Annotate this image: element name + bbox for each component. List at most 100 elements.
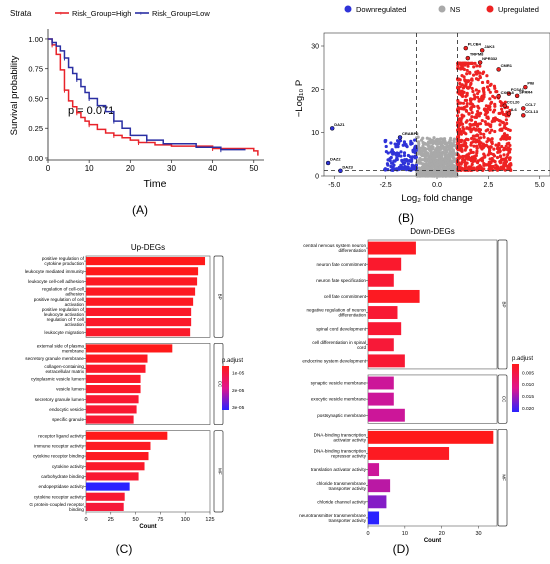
survival-curve-low — [48, 38, 246, 151]
point-ns — [426, 143, 430, 148]
point-up — [477, 71, 481, 75]
point-up — [456, 162, 460, 166]
point-up — [490, 140, 494, 144]
gene-label: DAZ2 — [330, 157, 341, 162]
point-up — [486, 79, 490, 84]
point-up — [487, 138, 491, 142]
point-up — [472, 104, 476, 109]
point-up — [507, 150, 512, 154]
point-up — [501, 112, 506, 117]
point-ns — [426, 140, 431, 144]
point-down — [384, 150, 388, 154]
x-axis-label: Count — [139, 524, 156, 530]
gene-label: FCSA1 — [511, 87, 525, 92]
y-tick-label: 0.50 — [28, 94, 43, 103]
facet-label: BP — [502, 301, 507, 307]
term-label: activator activity — [333, 437, 366, 442]
point-up — [480, 145, 484, 149]
point-up — [490, 128, 494, 132]
term-label: carbohydrate binding — [41, 474, 84, 479]
point-up — [476, 95, 480, 99]
gene-point — [325, 160, 331, 166]
term-label: neurotransmitter transmembrane — [299, 513, 366, 518]
point-up — [470, 78, 474, 82]
point-up — [466, 86, 470, 90]
term-label: leukocyte migration — [44, 330, 84, 335]
point-up — [481, 70, 486, 74]
point-up — [474, 140, 478, 144]
bar — [86, 441, 151, 450]
x-axis-label: Count — [424, 538, 441, 544]
point-down — [391, 168, 395, 172]
x-tick-label: 10 — [402, 531, 408, 537]
point-down — [402, 161, 406, 166]
point-ns — [447, 167, 451, 172]
point-down — [410, 157, 414, 162]
point-up — [459, 101, 463, 105]
point-ns — [423, 149, 427, 153]
point-up — [483, 120, 487, 124]
point-up — [476, 104, 480, 109]
point-down — [399, 150, 403, 154]
term-label: cytokine receptor binding — [33, 454, 85, 459]
point-up — [476, 78, 480, 82]
bar — [86, 502, 124, 511]
point-ns — [425, 174, 429, 178]
point-up — [468, 102, 473, 106]
point-up — [502, 132, 507, 136]
x-tick-label: 30 — [167, 164, 176, 173]
point-ns — [425, 136, 429, 140]
facet-strip-bp — [213, 255, 224, 338]
term-label: positive regulation of — [42, 256, 85, 261]
point-down — [402, 153, 407, 158]
x-tick-label: 50 — [249, 164, 258, 173]
point-up — [474, 88, 478, 92]
point-up — [507, 148, 512, 152]
term-label: endocytic vesicle — [49, 407, 84, 412]
y-tick-label: 0.25 — [28, 124, 43, 133]
term-label: G protein-coupled receptor — [29, 502, 84, 507]
point-ns — [425, 170, 429, 174]
bar — [368, 511, 380, 525]
point-up — [467, 112, 471, 116]
point-up — [485, 85, 490, 89]
point-up — [472, 93, 476, 97]
point-down — [384, 144, 388, 149]
facet-label: CC — [502, 396, 507, 403]
point-up — [460, 160, 464, 164]
point-ns — [448, 139, 452, 143]
point-ns — [421, 146, 425, 150]
legend-dot-2 — [486, 5, 494, 13]
x-tick-label: 10 — [85, 164, 94, 173]
x-tick-label: 20 — [439, 531, 445, 537]
gene-label: CCL13 — [525, 109, 538, 114]
x-tick-label: 2.5 — [483, 182, 493, 189]
bar — [86, 364, 146, 373]
point-down — [389, 141, 393, 145]
x-tick-label: 40 — [208, 164, 217, 173]
y-axis-label: −Log₁₀ P — [294, 80, 305, 118]
point-up — [458, 78, 462, 82]
legend-cross-1: + — [139, 11, 143, 18]
chart-title: Up-DEGs — [131, 243, 165, 252]
point-up — [502, 153, 506, 157]
x-tick-label: 20 — [126, 164, 135, 173]
point-ns — [436, 145, 440, 149]
bar — [86, 374, 141, 383]
point-ns — [428, 157, 432, 161]
point-ns — [439, 168, 444, 172]
point-up — [494, 163, 498, 167]
point-up — [466, 64, 470, 68]
panel-label-b: (B) — [398, 211, 414, 225]
bar — [368, 479, 391, 493]
point-up — [464, 109, 469, 113]
point-up — [460, 116, 464, 120]
point-ns — [425, 166, 430, 170]
point-up — [477, 136, 481, 140]
y-tick-label: 10 — [311, 130, 319, 137]
point-up — [499, 166, 503, 170]
point-ns — [443, 145, 447, 150]
point-ns — [451, 159, 455, 164]
point-ns — [432, 160, 436, 164]
point-up — [480, 147, 484, 151]
